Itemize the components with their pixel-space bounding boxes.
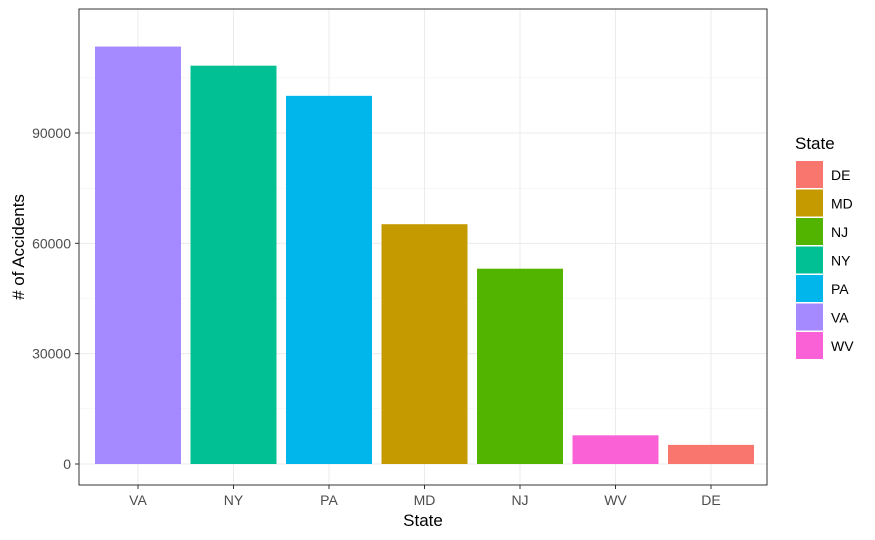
y-tick-label: 90000: [32, 125, 71, 141]
y-tick-label: 60000: [32, 235, 71, 251]
bar-ny: [190, 65, 277, 464]
legend-key-de: [796, 161, 823, 188]
legend-label-de: DE: [831, 167, 850, 183]
y-tick-label: 30000: [32, 346, 71, 362]
legend-key-va: [796, 303, 823, 331]
bars: [95, 46, 754, 465]
x-axis-title: State: [403, 511, 443, 530]
x-tick-label: WV: [604, 492, 627, 508]
bar-de: [668, 444, 754, 464]
x-tick-label: MD: [414, 492, 436, 508]
x-tick-label: PA: [320, 492, 338, 508]
y-tick-label: 0: [63, 456, 71, 472]
bar-nj: [477, 268, 563, 464]
legend-title: State: [795, 134, 835, 153]
legend-label-nj: NJ: [831, 224, 848, 240]
legend-label-wv: WV: [831, 338, 854, 354]
y-axis: 0 30000 60000 90000: [32, 125, 79, 472]
legend-label-pa: PA: [831, 281, 849, 297]
legend-label-md: MD: [831, 196, 853, 212]
legend-key-nj: [796, 218, 823, 245]
legend-key-ny: [796, 246, 823, 274]
y-axis-title: # of Accidents: [9, 194, 28, 300]
legend-key-wv: [796, 332, 823, 359]
x-tick-label: NJ: [511, 492, 528, 508]
legend-label-va: VA: [831, 310, 849, 326]
bar-va: [95, 46, 181, 465]
legend-label-ny: NY: [831, 253, 851, 269]
legend-key-md: [796, 189, 823, 217]
bar-md: [381, 224, 468, 464]
x-axis: VA NY PA MD NJ WV DE: [129, 485, 721, 508]
legend-key-pa: [796, 275, 823, 302]
legend: State DE MD NJ NY PA VA WV: [795, 134, 854, 359]
x-tick-label: NY: [224, 492, 244, 508]
bar-pa: [286, 95, 372, 464]
x-tick-label: VA: [129, 492, 147, 508]
bar-wv: [572, 435, 659, 464]
plot-panel-border: [78, 8, 768, 486]
x-tick-label: DE: [701, 492, 720, 508]
